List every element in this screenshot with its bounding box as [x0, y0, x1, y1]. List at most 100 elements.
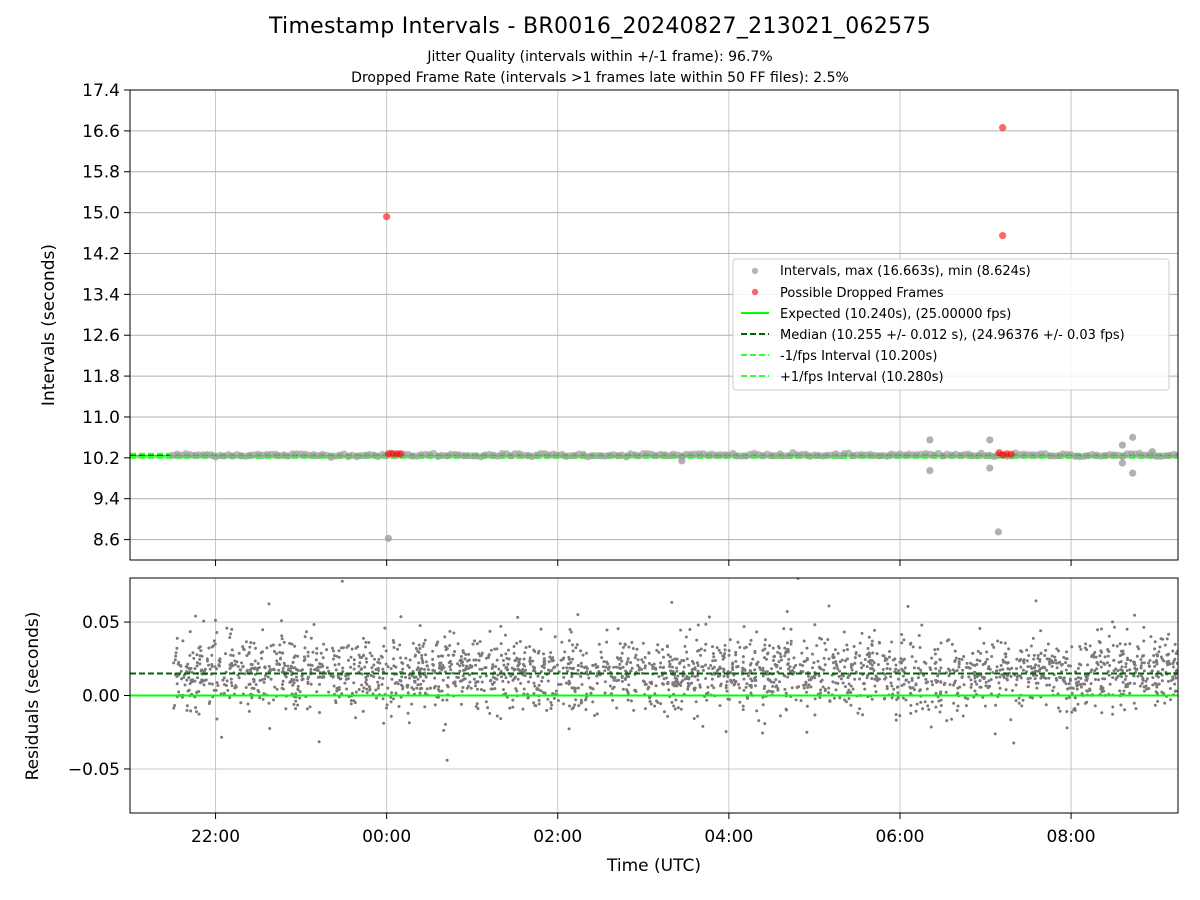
residual-point — [175, 636, 179, 640]
residual-point — [377, 684, 381, 688]
residual-point — [1028, 676, 1032, 680]
residual-point — [654, 684, 658, 688]
residual-point — [331, 674, 335, 678]
residual-point — [827, 691, 831, 695]
residual-point — [668, 662, 672, 666]
residual-point — [417, 661, 421, 665]
residual-point — [844, 659, 848, 663]
residual-point — [1048, 657, 1052, 661]
residual-point — [935, 680, 939, 684]
residual-point — [706, 685, 710, 689]
interval-point — [1129, 433, 1137, 441]
residual-point — [1031, 636, 1035, 640]
residual-point — [712, 655, 716, 659]
residual-point — [717, 648, 721, 652]
residual-point — [1100, 690, 1104, 694]
residual-point — [1165, 637, 1169, 641]
residual-point — [776, 687, 780, 691]
residual-point — [863, 658, 867, 662]
residual-point — [1050, 664, 1054, 668]
residual-point — [743, 646, 747, 650]
residual-point — [1099, 627, 1103, 631]
residual-point — [380, 682, 384, 686]
residual-point — [1171, 649, 1175, 653]
residual-point — [823, 641, 827, 645]
residual-point — [479, 687, 483, 691]
residual-point — [581, 653, 585, 657]
residual-point — [966, 697, 970, 701]
residual-point — [494, 664, 498, 668]
residual-point — [180, 677, 184, 681]
residual-point — [675, 677, 679, 681]
residual-point — [641, 660, 645, 664]
residual-point — [870, 642, 874, 646]
residual-point — [939, 703, 943, 707]
residual-point — [1163, 643, 1167, 647]
residual-point — [754, 675, 758, 679]
residual-point — [815, 644, 819, 648]
residual-point — [460, 689, 464, 693]
residual-point — [484, 674, 488, 678]
residual-point — [900, 633, 904, 637]
residual-point — [207, 646, 211, 650]
residual-point — [358, 661, 362, 665]
residual-point — [1034, 599, 1038, 603]
residual-point — [1047, 660, 1051, 664]
residual-point — [477, 658, 481, 662]
residual-point — [1093, 704, 1097, 708]
residual-point — [1153, 664, 1157, 668]
residual-point — [495, 658, 499, 662]
residual-point — [885, 667, 889, 671]
residual-point — [225, 626, 229, 630]
residual-point — [960, 675, 964, 679]
residual-point — [725, 689, 729, 693]
residual-point — [1065, 726, 1069, 730]
residual-point — [392, 645, 396, 649]
residual-point — [738, 645, 742, 649]
residual-point — [653, 704, 657, 708]
residual-point — [824, 648, 828, 652]
residual-point — [574, 646, 578, 650]
residual-point — [813, 713, 817, 717]
residual-point — [647, 651, 651, 655]
residual-point — [896, 677, 900, 681]
residual-point — [290, 642, 294, 646]
residual-point — [1140, 681, 1144, 685]
residual-point — [1119, 703, 1123, 707]
residual-point — [456, 642, 460, 646]
residual-point — [1053, 655, 1057, 659]
residual-point — [1044, 703, 1048, 707]
residual-point — [335, 686, 339, 690]
residual-point — [447, 661, 451, 665]
residual-point — [561, 666, 565, 670]
residual-point — [902, 638, 906, 642]
residual-point — [1100, 711, 1104, 715]
chart-subtitle-jitter: Jitter Quality (intervals within +/-1 fr… — [427, 49, 773, 65]
residual-point — [527, 680, 531, 684]
residual-point — [1051, 689, 1055, 693]
residual-point — [768, 644, 772, 648]
residual-point — [292, 678, 296, 682]
residual-point — [179, 663, 183, 667]
residual-point — [497, 667, 501, 671]
residual-point — [595, 712, 599, 716]
residual-point — [973, 680, 977, 684]
residual-point — [661, 648, 665, 652]
dropped-frame-point — [999, 124, 1007, 132]
residual-point — [987, 684, 991, 688]
residual-point — [804, 681, 808, 685]
residual-point — [1088, 687, 1092, 691]
residual-point — [922, 673, 926, 677]
residual-point — [356, 645, 360, 649]
residual-point — [828, 700, 832, 704]
residual-point — [1174, 676, 1178, 680]
residual-point — [984, 680, 988, 684]
residual-point — [510, 666, 514, 670]
residual-point — [521, 662, 525, 666]
residual-point — [1038, 659, 1042, 663]
residual-point — [239, 701, 243, 705]
residual-point — [464, 666, 468, 670]
residual-point — [349, 665, 353, 669]
residual-point — [827, 686, 831, 690]
residual-point — [918, 688, 922, 692]
